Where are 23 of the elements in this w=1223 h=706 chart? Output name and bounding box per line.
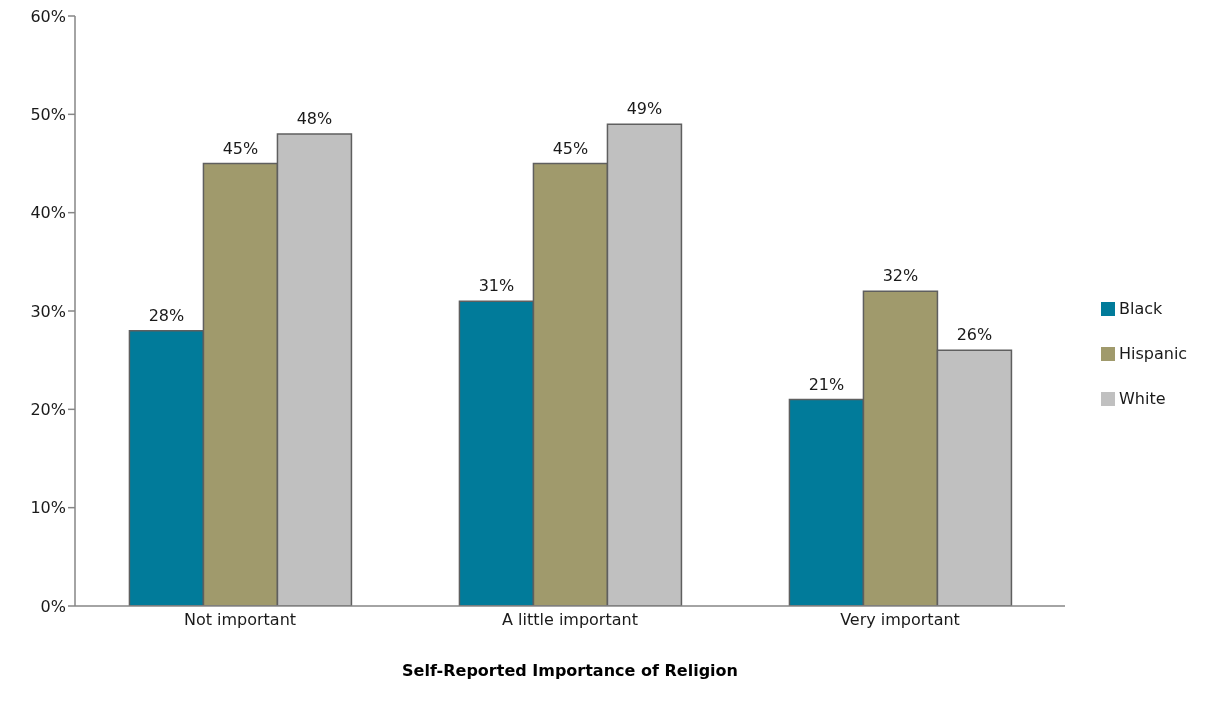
data-label: 32%: [882, 266, 919, 286]
y-tick-label: 30%: [30, 301, 66, 321]
x-tick-label: Not important: [183, 610, 297, 630]
data-label: 45%: [552, 138, 589, 158]
data-label: 26%: [956, 325, 993, 345]
data-label: 28%: [148, 305, 185, 325]
legend-label: White: [1119, 388, 1166, 408]
data-label: 49%: [626, 99, 663, 119]
legend-label: Hispanic: [1119, 343, 1188, 363]
y-tick-label: 60%: [30, 6, 66, 26]
y-tick-label: 20%: [30, 400, 66, 420]
x-tick-label: Very important: [840, 610, 960, 630]
data-label: 45%: [222, 138, 259, 158]
data-label: 31%: [478, 276, 515, 296]
y-tick-label: 0%: [40, 596, 66, 616]
y-tick-label: 10%: [30, 498, 66, 518]
y-tick-label: 50%: [30, 105, 66, 125]
y-tick-label: 40%: [30, 203, 66, 223]
data-label: 48%: [296, 109, 333, 128]
x-tick-label: A little important: [502, 610, 638, 630]
x-axis-title: Self-Reported Importance of Religion: [402, 661, 738, 680]
data-label: 21%: [808, 374, 845, 394]
legend-label: Black: [1119, 298, 1163, 318]
